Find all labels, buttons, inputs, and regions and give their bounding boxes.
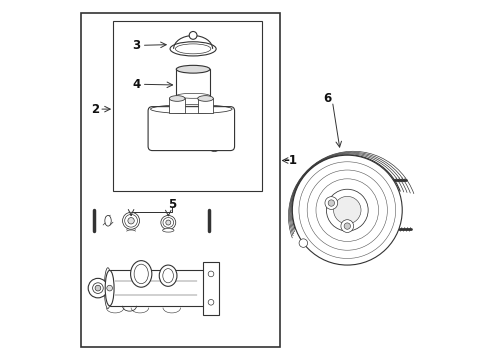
Ellipse shape (159, 265, 177, 286)
Ellipse shape (176, 93, 209, 98)
Ellipse shape (189, 31, 197, 39)
Circle shape (208, 300, 213, 305)
Ellipse shape (105, 270, 114, 306)
Text: 3: 3 (132, 39, 140, 52)
Circle shape (327, 200, 334, 206)
Text: 6: 6 (323, 92, 331, 105)
Ellipse shape (170, 42, 216, 56)
Text: 2: 2 (91, 103, 99, 116)
Bar (81, 13, 279, 347)
Ellipse shape (128, 217, 134, 224)
Bar (197, 99, 213, 113)
Circle shape (299, 239, 307, 247)
Bar (176, 69, 209, 96)
Ellipse shape (104, 268, 111, 309)
Circle shape (344, 223, 350, 229)
Bar (203, 261, 219, 315)
Ellipse shape (104, 215, 111, 226)
Ellipse shape (122, 212, 139, 229)
Ellipse shape (161, 215, 175, 230)
Circle shape (106, 285, 112, 291)
Circle shape (333, 197, 360, 224)
Circle shape (326, 189, 367, 231)
Bar (169, 99, 184, 113)
Text: 4: 4 (132, 78, 140, 91)
Ellipse shape (163, 229, 174, 232)
Circle shape (292, 155, 402, 265)
Circle shape (340, 220, 353, 233)
Ellipse shape (130, 261, 152, 287)
Ellipse shape (176, 65, 209, 73)
Bar (113, 21, 262, 191)
Circle shape (95, 285, 101, 291)
Text: –1: –1 (283, 154, 297, 167)
Ellipse shape (88, 278, 107, 298)
Ellipse shape (169, 96, 184, 101)
FancyBboxPatch shape (148, 107, 234, 150)
Ellipse shape (197, 96, 213, 101)
Ellipse shape (165, 220, 170, 225)
Text: 5: 5 (167, 198, 176, 211)
Circle shape (325, 197, 337, 210)
Circle shape (208, 271, 213, 277)
